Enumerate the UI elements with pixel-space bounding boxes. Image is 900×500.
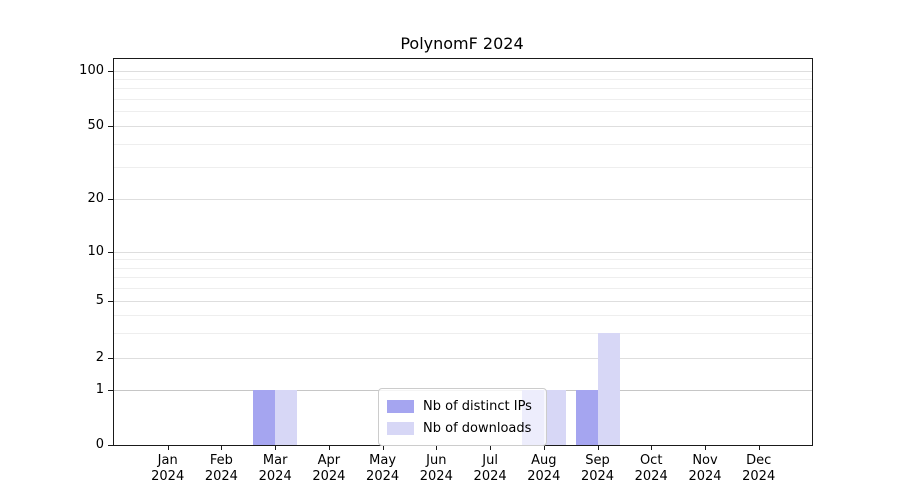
gridline-40 (114, 143, 812, 145)
x-tick-label-jan: Jan 2024 (151, 453, 185, 484)
gridline-50 (114, 126, 812, 127)
x-tick-mark-aug (543, 445, 545, 450)
gridline-60 (114, 111, 812, 113)
x-tick-label-dec: Dec 2024 (742, 453, 776, 484)
bar-downloads-sep (597, 332, 620, 445)
gridline-8 (114, 267, 812, 269)
bar-distinct-ips-mar (253, 390, 276, 445)
chart-title: PolynomF 2024 (400, 34, 524, 53)
x-tick-mark-jul (490, 445, 492, 450)
x-tick-mark-apr (328, 445, 330, 450)
x-tick-mark-jun (436, 445, 438, 450)
x-tick-mark-jan (167, 445, 169, 450)
gridline-90 (114, 78, 812, 80)
x-tick-mark-nov (705, 445, 706, 450)
gridline-2 (114, 358, 812, 359)
x-tick-mark-dec (758, 445, 760, 450)
legend-label-downloads: Nb of downloads (423, 420, 532, 436)
y-tick-label-100: 100 (79, 62, 104, 78)
y-tick-mark-1 (108, 390, 113, 391)
gridline-7 (114, 277, 812, 279)
x-tick-label-mar: Mar 2024 (258, 453, 292, 484)
gridline-20 (114, 199, 812, 200)
gridline-3 (114, 332, 812, 334)
x-tick-label-jun: Jun 2024 (419, 453, 453, 484)
legend-entry-downloads: Nb of downloads (387, 417, 537, 439)
y-tick-mark-2 (108, 358, 113, 359)
legend-swatch-downloads (387, 421, 414, 435)
y-tick-label-2: 2 (95, 350, 104, 365)
x-tick-label-jul: Jul 2024 (473, 453, 507, 484)
legend: Nb of distinct IPs Nb of downloads (378, 388, 547, 446)
x-tick-label-may: May 2024 (366, 453, 400, 484)
x-tick-label-apr: Apr 2024 (312, 453, 346, 484)
y-tick-mark-100 (108, 70, 113, 72)
y-tick-label-10: 10 (87, 244, 104, 259)
y-tick-mark-5 (108, 301, 113, 302)
x-tick-label-feb: Feb 2024 (204, 453, 238, 484)
gridline-6 (114, 288, 812, 290)
y-tick-label-20: 20 (87, 191, 104, 206)
bar-downloads-mar (275, 390, 298, 445)
y-tick-mark-0 (108, 444, 113, 446)
bar-downloads-aug (543, 390, 566, 445)
gridline-70 (114, 99, 812, 101)
legend-swatch-distinct-ips (387, 399, 414, 413)
x-tick-mark-feb (221, 445, 223, 450)
y-tick-mark-50 (108, 126, 113, 127)
legend-entry-distinct-ips: Nb of distinct IPs (387, 395, 537, 417)
x-tick-mark-oct (651, 445, 653, 450)
y-tick-label-1: 1 (95, 382, 104, 397)
x-tick-mark-may (382, 445, 384, 450)
y-tick-label-5: 5 (95, 293, 104, 308)
gridline-100 (114, 70, 812, 72)
y-tick-mark-20 (108, 199, 113, 200)
y-tick-label-0: 0 (95, 436, 104, 452)
gridline-4 (114, 314, 812, 316)
bar-distinct-ips-sep (575, 390, 598, 445)
y-tick-label-50: 50 (87, 118, 104, 133)
gridline-80 (114, 88, 812, 90)
x-tick-label-oct: Oct 2024 (634, 453, 668, 484)
plot-area: 0 1 2 5 10 20 50 100 Jan 2024 Feb 2024 Mar 2024 Ap… (79, 58, 813, 484)
x-tick-label-aug: Aug 2024 (527, 453, 561, 484)
gridline-30 (114, 166, 812, 168)
y-tick-mark-10 (108, 252, 113, 253)
gridline-5 (114, 301, 812, 302)
gridline-10 (114, 252, 812, 253)
x-tick-label-nov: Nov 2024 (688, 453, 722, 484)
x-tick-mark-sep (597, 445, 599, 450)
legend-label-distinct-ips: Nb of distinct IPs (423, 398, 532, 414)
x-tick-mark-mar (275, 445, 277, 450)
x-tick-label-sep: Sep 2024 (580, 453, 615, 484)
gridline-9 (114, 259, 812, 261)
